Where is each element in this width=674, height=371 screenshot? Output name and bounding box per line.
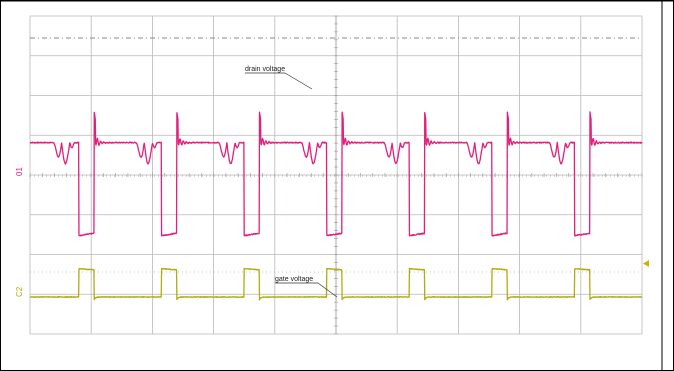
drain-voltage-trace <box>29 111 643 237</box>
graticule <box>29 15 643 335</box>
drain-channel-label: 01 <box>15 167 24 176</box>
gate-annotation: gate voltage <box>275 276 338 298</box>
drain-pointer <box>284 72 313 90</box>
gate-channel-label: C2 <box>15 286 24 297</box>
trigger-level-marker <box>643 260 649 267</box>
drain-voltage-label: drain voltage <box>245 66 285 73</box>
gate-voltage-trace <box>29 267 643 301</box>
drain-annotation: drain voltage <box>245 66 313 90</box>
gate-voltage-label: gate voltage <box>275 276 313 283</box>
gate-pointer <box>317 282 338 298</box>
